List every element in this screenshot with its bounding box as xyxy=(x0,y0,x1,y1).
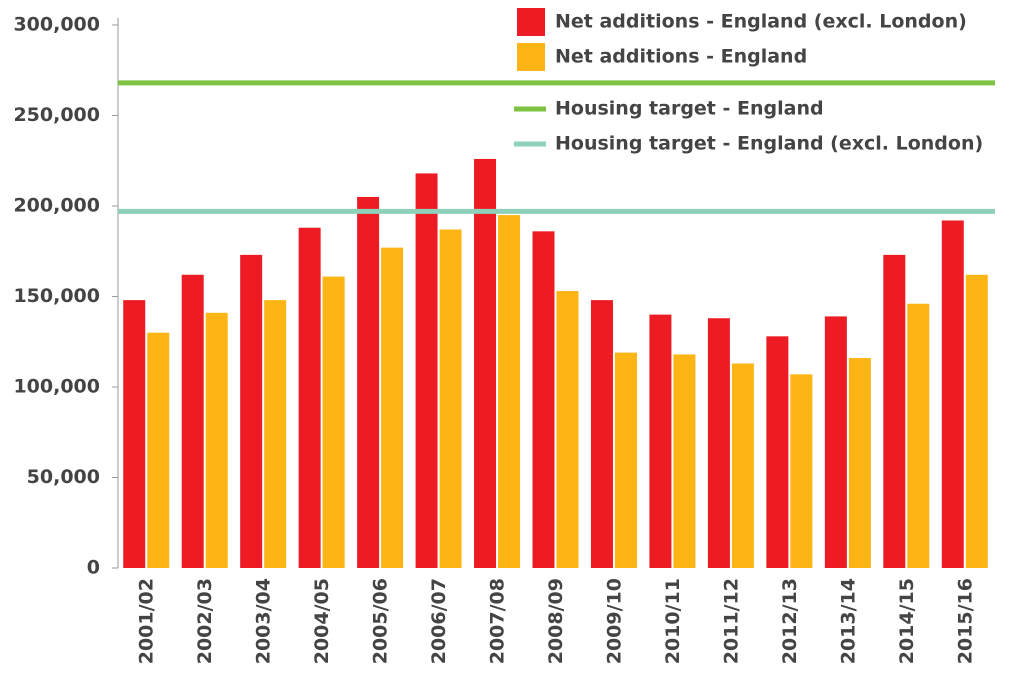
y-tick-label: 200,000 xyxy=(13,195,100,217)
bar xyxy=(439,229,462,568)
x-tick-label: 2002/03 xyxy=(194,578,216,664)
x-tick-label: 2011/12 xyxy=(720,578,742,664)
bar xyxy=(614,352,637,568)
x-tick-label: 2008/09 xyxy=(545,578,567,664)
y-tick-label: 300,000 xyxy=(13,14,100,36)
x-tick-label: 2010/11 xyxy=(662,578,684,664)
x-tick-label: 2007/08 xyxy=(487,578,509,664)
x-tick-label: 2005/06 xyxy=(370,578,392,664)
bar xyxy=(731,363,754,568)
bar xyxy=(474,158,497,568)
bar xyxy=(673,354,696,568)
bar xyxy=(649,314,672,568)
y-tick-label: 250,000 xyxy=(13,104,100,126)
bar xyxy=(532,231,555,568)
y-tick-label: 50,000 xyxy=(27,466,100,488)
bar xyxy=(707,318,730,568)
y-tick-label: 0 xyxy=(87,557,100,579)
bar xyxy=(907,303,930,568)
x-tick-label: 2015/16 xyxy=(954,578,976,664)
bar xyxy=(848,358,871,568)
bar xyxy=(415,173,438,569)
x-tick-label: 2009/10 xyxy=(603,578,625,664)
bar xyxy=(766,336,789,568)
legend-swatch xyxy=(517,8,545,36)
legend-label: Net additions - England xyxy=(555,46,807,68)
x-tick-label: 2013/14 xyxy=(837,578,859,664)
bar xyxy=(824,316,847,568)
bar xyxy=(147,332,170,568)
legend-swatch xyxy=(517,43,545,71)
bar xyxy=(298,227,321,568)
bar xyxy=(357,196,380,568)
bar xyxy=(181,274,204,568)
bar xyxy=(240,254,263,568)
x-tick-label: 2001/02 xyxy=(136,578,158,664)
legend-label: Housing target - England xyxy=(555,98,824,120)
bar xyxy=(790,374,813,568)
bar xyxy=(941,220,964,569)
bar xyxy=(205,312,228,568)
bar xyxy=(381,247,404,568)
x-tick-label: 2003/04 xyxy=(253,578,275,664)
x-tick-label: 2014/15 xyxy=(896,578,918,664)
bar xyxy=(123,300,146,568)
bar xyxy=(264,300,287,568)
bar xyxy=(498,215,521,569)
bar xyxy=(322,276,345,568)
bar xyxy=(883,254,906,568)
bar xyxy=(965,274,988,568)
y-tick-label: 150,000 xyxy=(13,285,100,307)
legend-label: Housing target - England (excl. London) xyxy=(555,133,983,155)
bar xyxy=(556,291,579,568)
y-tick-label: 100,000 xyxy=(13,376,100,398)
x-tick-label: 2004/05 xyxy=(311,578,333,664)
x-tick-label: 2012/13 xyxy=(779,578,801,664)
x-tick-label: 2006/07 xyxy=(428,578,450,664)
bar xyxy=(590,300,613,568)
legend-label: Net additions - England (excl. London) xyxy=(555,11,967,33)
